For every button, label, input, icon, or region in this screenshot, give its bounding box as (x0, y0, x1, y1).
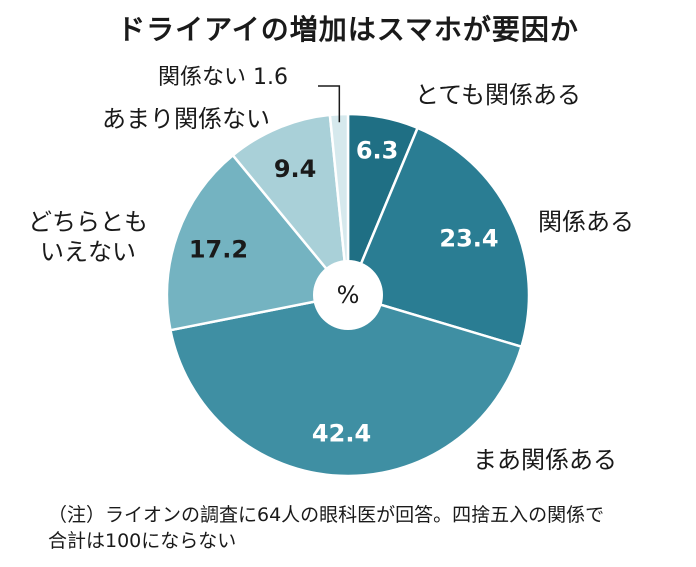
slice-value-label: 17.2 (189, 236, 248, 264)
center-unit-label: % (337, 281, 360, 309)
slice-category-label: どちらともいえない (28, 208, 148, 266)
slice-value-label: 6.3 (356, 136, 399, 164)
footnote: （注）ライオンの調査に64人の眼科医が回答。四捨五入の関係で 合計は100になら… (48, 502, 678, 554)
slice-category-label: 関係ない 1.6 (158, 65, 288, 90)
pie-slice-2 (346, 126, 531, 349)
footnote-line-2: 合計は100にならない (48, 530, 237, 552)
pie-slice-3 (168, 293, 524, 478)
slice-category-label: 関係ある (538, 208, 634, 236)
slice-category-label: あまり関係ない (102, 105, 270, 133)
chart-title: ドライアイの増加はスマホが要因か (117, 13, 579, 46)
slice-value-label: 9.4 (274, 155, 317, 183)
slice-value-label: 42.4 (312, 419, 371, 447)
leader-line (318, 85, 341, 123)
pie-slice-4 (165, 153, 351, 332)
slice-value-label: 23.4 (439, 225, 498, 253)
pie-slice-5 (231, 113, 350, 299)
slice-category-label: まあ関係ある (473, 446, 617, 474)
center-hole (313, 260, 383, 330)
pie-chart: 6.3 とても関係ある 23.4 関係ある 42.4 まあ関係ある 17.2 どちらともいえな… (28, 65, 634, 478)
footnote-line-1: （注）ライオンの調査に64人の眼科医が回答。四捨五入の関係で (48, 504, 605, 526)
slice-category-label: とても関係ある (415, 81, 581, 109)
